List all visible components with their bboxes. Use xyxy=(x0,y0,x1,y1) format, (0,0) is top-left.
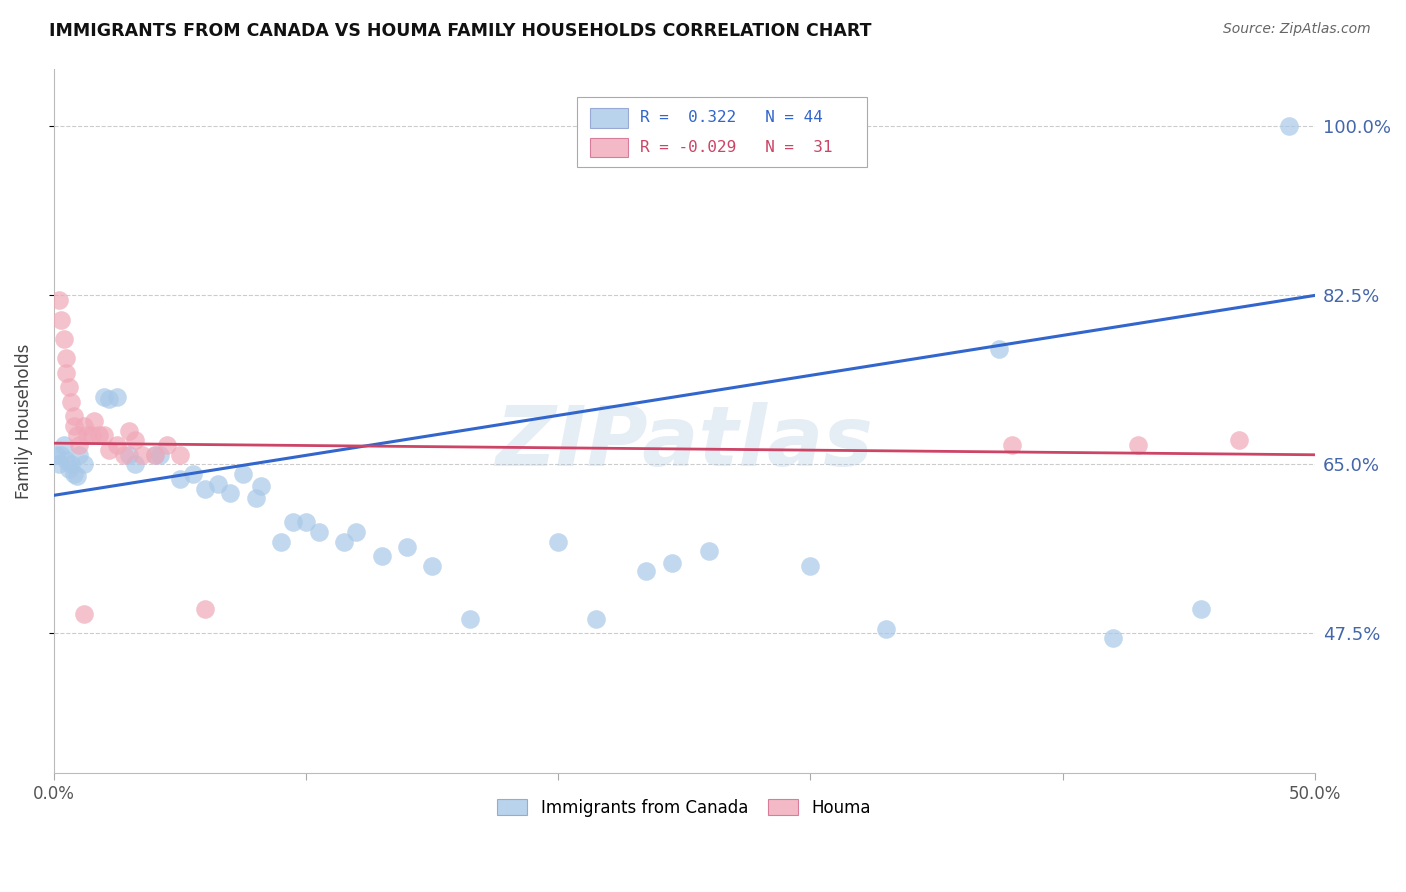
Point xyxy=(48,458,70,472)
Point xyxy=(65,469,87,483)
Point xyxy=(661,556,683,570)
Point xyxy=(105,390,128,404)
Point xyxy=(207,476,229,491)
Point xyxy=(118,424,141,438)
Point xyxy=(63,418,86,433)
Point xyxy=(48,293,70,308)
Point xyxy=(55,351,77,366)
Point xyxy=(333,534,356,549)
Point xyxy=(308,524,330,539)
Point xyxy=(45,448,67,462)
Point xyxy=(63,467,86,481)
FancyBboxPatch shape xyxy=(589,108,627,128)
Point xyxy=(420,558,443,573)
Point xyxy=(98,392,121,406)
Point xyxy=(585,612,607,626)
Point xyxy=(73,458,96,472)
Text: R =  0.322   N = 44: R = 0.322 N = 44 xyxy=(640,111,823,126)
Point xyxy=(181,467,204,481)
FancyBboxPatch shape xyxy=(576,96,868,167)
Point xyxy=(80,428,103,442)
Point xyxy=(875,622,897,636)
Point xyxy=(51,448,73,462)
Point xyxy=(55,452,77,467)
Point xyxy=(118,448,141,462)
Point xyxy=(249,478,271,492)
Text: ZIPatlas: ZIPatlas xyxy=(495,401,873,483)
Point xyxy=(65,428,87,442)
Point xyxy=(988,342,1011,356)
Point xyxy=(245,491,267,506)
Point xyxy=(67,438,90,452)
Point xyxy=(105,438,128,452)
Point xyxy=(67,448,90,462)
Point xyxy=(63,409,86,424)
Point xyxy=(93,390,115,404)
Point xyxy=(1278,120,1301,134)
Point xyxy=(131,448,153,462)
Point xyxy=(169,448,191,462)
Point xyxy=(124,458,146,472)
Point xyxy=(58,462,80,476)
Point xyxy=(232,467,254,481)
Point xyxy=(143,448,166,462)
Point xyxy=(346,524,368,539)
Text: R = -0.029   N =  31: R = -0.029 N = 31 xyxy=(640,140,832,155)
Point xyxy=(58,380,80,394)
Point xyxy=(114,448,136,462)
Point xyxy=(156,438,179,452)
Point xyxy=(1001,438,1024,452)
Point xyxy=(83,414,105,428)
Text: Source: ZipAtlas.com: Source: ZipAtlas.com xyxy=(1223,22,1371,37)
Y-axis label: Family Households: Family Households xyxy=(15,343,32,499)
Point xyxy=(73,607,96,621)
Point xyxy=(149,448,172,462)
Point xyxy=(699,544,721,558)
Point xyxy=(76,428,98,442)
Point xyxy=(1102,632,1125,646)
Point xyxy=(51,312,73,326)
Point xyxy=(283,516,305,530)
Point xyxy=(52,438,75,452)
Point xyxy=(98,442,121,457)
Point xyxy=(55,366,77,380)
Point xyxy=(799,558,821,573)
Point xyxy=(60,458,83,472)
Point xyxy=(89,428,111,442)
Point xyxy=(194,602,217,616)
Point xyxy=(458,612,481,626)
Point xyxy=(219,486,242,500)
Point xyxy=(93,428,115,442)
Point xyxy=(636,564,658,578)
Text: IMMIGRANTS FROM CANADA VS HOUMA FAMILY HOUSEHOLDS CORRELATION CHART: IMMIGRANTS FROM CANADA VS HOUMA FAMILY H… xyxy=(49,22,872,40)
Legend: Immigrants from Canada, Houma: Immigrants from Canada, Houma xyxy=(489,790,879,825)
Point xyxy=(547,534,569,549)
Point xyxy=(169,472,191,486)
Point xyxy=(295,516,318,530)
Point xyxy=(124,434,146,448)
Point xyxy=(1227,434,1250,448)
Point xyxy=(1126,438,1149,452)
Point xyxy=(270,534,292,549)
Point xyxy=(73,418,96,433)
Point xyxy=(395,540,418,554)
Point xyxy=(370,549,392,564)
Point xyxy=(194,482,217,496)
FancyBboxPatch shape xyxy=(589,137,627,157)
Point xyxy=(60,394,83,409)
Point xyxy=(52,332,75,346)
Point xyxy=(1189,602,1212,616)
Point xyxy=(143,448,166,462)
